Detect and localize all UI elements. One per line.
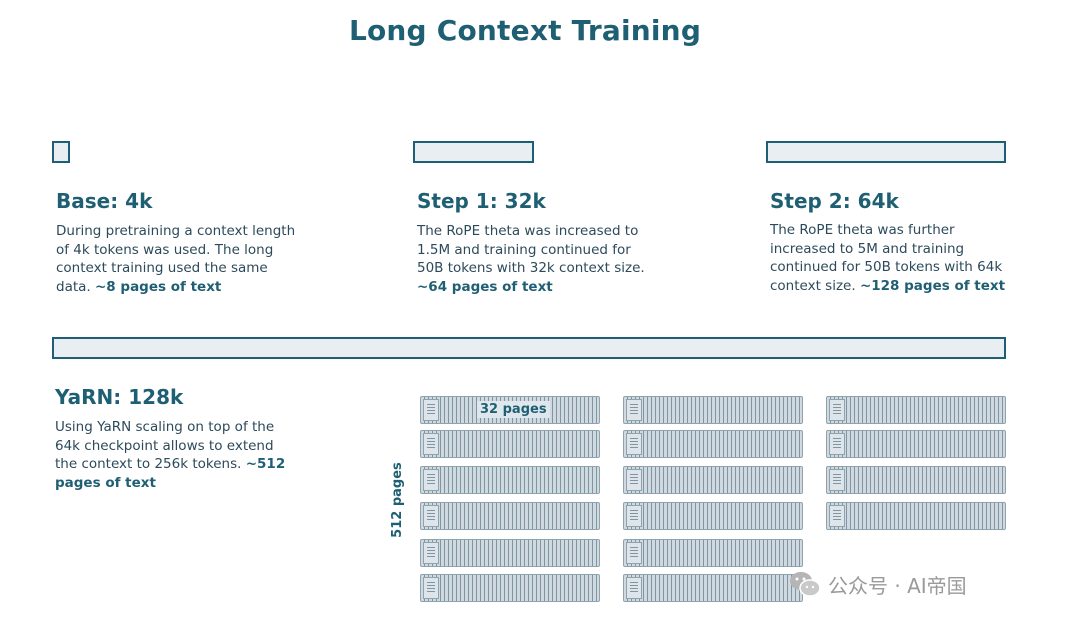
page-stack [420, 574, 600, 602]
watermark-text: 公众号 · AI帝国 [828, 573, 967, 598]
stage-text-yarn: Using YaRN scaling on top of the 64k che… [55, 419, 275, 472]
page-stack-cover [626, 469, 642, 491]
stage-heading-base: Base: 4k [56, 189, 153, 213]
page-stack [623, 396, 803, 424]
page-stack [420, 502, 600, 530]
page-stack [826, 430, 1006, 458]
stage-text-base: During pretraining a context length of 4… [56, 223, 296, 295]
context-bar-128k [52, 337, 1006, 359]
page-stack [826, 502, 1006, 530]
page-stack [623, 502, 803, 530]
stage-highlight-step2: ~128 pages of text [859, 277, 1006, 294]
context-bar-64k [766, 141, 1006, 163]
diagram-title: Long Context Training [348, 14, 702, 47]
wechat-icon [790, 572, 821, 597]
page-stack-label: 32 pages [477, 401, 550, 418]
page-stack-cover [626, 542, 642, 564]
page-stack-cover [626, 577, 642, 599]
page-stack [826, 466, 1006, 494]
page-stack-cover [423, 399, 439, 421]
stage-description-step1: The RoPE theta was increased to 1.5M and… [417, 222, 652, 296]
page-stack-cover [626, 433, 642, 455]
stage-heading-yarn: YaRN: 128k [55, 385, 184, 409]
stage-heading-step1: Step 1: 32k [417, 189, 546, 213]
page-stacks-axis-label: 512 pages [390, 462, 405, 538]
stage-heading-step2: Step 2: 64k [770, 189, 899, 213]
page-stack-cover [423, 469, 439, 491]
context-bar-32k [413, 141, 534, 163]
page-stack-cover [829, 505, 845, 527]
page-stack [420, 466, 600, 494]
page-stack [623, 466, 803, 494]
page-stack-cover [829, 433, 845, 455]
page-stack-cover [829, 469, 845, 491]
page-stack [420, 539, 600, 567]
stage-highlight-yarn: ~512 pages of text [55, 456, 286, 491]
page-stack-cover [423, 577, 439, 599]
page-stack-cover [423, 542, 439, 564]
page-stack: 32 pages [420, 396, 600, 424]
context-bar-4k [52, 141, 70, 163]
page-stack [623, 574, 803, 602]
page-stack-cover [626, 505, 642, 527]
page-stack [623, 539, 803, 567]
stage-text-step2: The RoPE theta was further increased to … [770, 222, 1003, 294]
stage-text-step1: The RoPE theta was increased to 1.5M and… [417, 223, 645, 276]
stage-description-step2: The RoPE theta was further increased to … [770, 221, 1012, 295]
watermark: 公众号 · AI帝国 [788, 569, 967, 599]
page-stack-cover [423, 505, 439, 527]
page-stack-cover [626, 399, 642, 421]
stage-highlight-step1: ~64 pages of text [417, 278, 553, 295]
page-stack [420, 430, 600, 458]
page-stack-cover [829, 399, 845, 421]
stage-highlight-base: ~8 pages of text [95, 278, 222, 295]
stage-description-base: During pretraining a context length of 4… [56, 222, 296, 296]
page-stack [826, 396, 1006, 424]
stage-description-yarn: Using YaRN scaling on top of the 64k che… [55, 418, 287, 492]
page-stack-cover [423, 433, 439, 455]
page-stack [623, 430, 803, 458]
